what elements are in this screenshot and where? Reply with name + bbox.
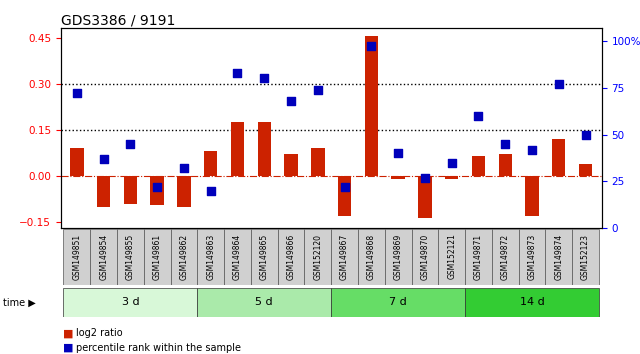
- Bar: [338, 176, 351, 216]
- Text: GSM149851: GSM149851: [72, 234, 81, 280]
- Text: time ▶: time ▶: [3, 297, 36, 307]
- Point: [527, 147, 537, 153]
- Bar: [518, 229, 545, 285]
- Point: [72, 91, 82, 96]
- Bar: [385, 229, 412, 285]
- Bar: [525, 176, 539, 216]
- Text: percentile rank within the sample: percentile rank within the sample: [76, 343, 241, 353]
- Text: GDS3386 / 9191: GDS3386 / 9191: [61, 13, 175, 27]
- Text: GSM149867: GSM149867: [340, 234, 349, 280]
- Text: 5 d: 5 d: [255, 297, 273, 307]
- Text: GSM149868: GSM149868: [367, 234, 376, 280]
- Bar: [117, 229, 144, 285]
- Bar: [257, 122, 271, 176]
- Point: [500, 141, 510, 147]
- Point: [393, 150, 403, 156]
- Point: [205, 188, 216, 194]
- Bar: [392, 176, 405, 179]
- Text: GSM149873: GSM149873: [527, 234, 536, 280]
- Text: ■: ■: [63, 343, 73, 353]
- Bar: [197, 229, 224, 285]
- Bar: [545, 229, 572, 285]
- Text: GSM152121: GSM152121: [447, 234, 456, 279]
- Point: [420, 175, 430, 181]
- Point: [313, 87, 323, 92]
- Bar: [70, 148, 84, 176]
- Bar: [284, 154, 298, 176]
- Bar: [90, 229, 117, 285]
- Text: log2 ratio: log2 ratio: [76, 329, 122, 338]
- Text: GSM149864: GSM149864: [233, 234, 242, 280]
- Text: GSM149865: GSM149865: [260, 234, 269, 280]
- Bar: [171, 229, 197, 285]
- Point: [286, 98, 296, 104]
- Bar: [204, 152, 218, 176]
- Point: [366, 44, 376, 49]
- Bar: [492, 229, 518, 285]
- Text: GSM149866: GSM149866: [287, 234, 296, 280]
- Text: GSM149854: GSM149854: [99, 234, 108, 280]
- Bar: [197, 288, 332, 317]
- Bar: [177, 176, 191, 207]
- Bar: [438, 229, 465, 285]
- Bar: [224, 229, 251, 285]
- Bar: [305, 229, 332, 285]
- Bar: [465, 229, 492, 285]
- Bar: [552, 139, 566, 176]
- Bar: [332, 229, 358, 285]
- Bar: [572, 229, 599, 285]
- Point: [99, 156, 109, 162]
- Point: [232, 70, 243, 75]
- Text: GSM149872: GSM149872: [500, 234, 509, 280]
- Bar: [231, 122, 244, 176]
- Bar: [365, 36, 378, 176]
- Text: GSM149871: GSM149871: [474, 234, 483, 280]
- Point: [125, 141, 136, 147]
- Point: [447, 160, 457, 166]
- Bar: [445, 176, 458, 179]
- Bar: [311, 148, 324, 176]
- Text: GSM149863: GSM149863: [206, 234, 215, 280]
- Bar: [278, 229, 305, 285]
- Bar: [465, 288, 599, 317]
- Bar: [358, 229, 385, 285]
- Text: 3 d: 3 d: [122, 297, 140, 307]
- Text: GSM149861: GSM149861: [153, 234, 162, 280]
- Point: [179, 166, 189, 171]
- Text: GSM149862: GSM149862: [179, 234, 188, 280]
- Bar: [332, 288, 465, 317]
- Bar: [63, 288, 197, 317]
- Text: GSM152123: GSM152123: [581, 234, 590, 280]
- Text: GSM152120: GSM152120: [314, 234, 323, 280]
- Point: [474, 113, 484, 119]
- Text: GSM149855: GSM149855: [126, 234, 135, 280]
- Bar: [412, 229, 438, 285]
- Text: 7 d: 7 d: [389, 297, 407, 307]
- Bar: [418, 176, 431, 218]
- Point: [259, 75, 269, 81]
- Bar: [499, 154, 512, 176]
- Point: [580, 132, 591, 137]
- Point: [339, 184, 349, 190]
- Bar: [63, 229, 90, 285]
- Bar: [144, 229, 171, 285]
- Bar: [579, 164, 592, 176]
- Text: ■: ■: [63, 329, 73, 338]
- Bar: [472, 156, 485, 176]
- Text: GSM149869: GSM149869: [394, 234, 403, 280]
- Point: [152, 184, 163, 190]
- Text: GSM149874: GSM149874: [554, 234, 563, 280]
- Text: 14 d: 14 d: [520, 297, 545, 307]
- Point: [554, 81, 564, 87]
- Bar: [124, 176, 137, 204]
- Bar: [150, 176, 164, 205]
- Text: GSM149870: GSM149870: [420, 234, 429, 280]
- Bar: [251, 229, 278, 285]
- Bar: [97, 176, 110, 207]
